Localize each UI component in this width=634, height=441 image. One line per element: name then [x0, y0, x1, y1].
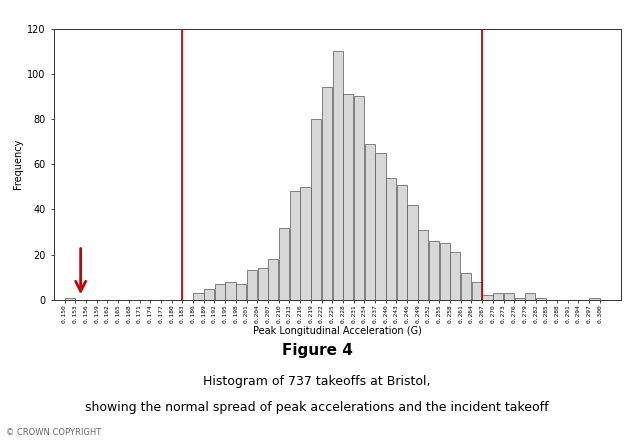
Bar [461, 273, 471, 300]
Bar [65, 298, 75, 300]
Text: © CROWN COPYRIGHT: © CROWN COPYRIGHT [6, 428, 101, 437]
Text: Histogram of 737 takeoffs at Bristol,: Histogram of 737 takeoffs at Bristol, [204, 375, 430, 388]
Bar [354, 97, 364, 300]
Bar [386, 178, 396, 300]
Bar [247, 270, 257, 300]
Bar [493, 293, 503, 300]
Bar [279, 228, 289, 300]
Bar [590, 298, 600, 300]
Bar [525, 293, 535, 300]
Bar [322, 87, 332, 300]
Bar [439, 243, 450, 300]
Bar [332, 51, 343, 300]
Bar [257, 268, 268, 300]
Bar [450, 252, 460, 300]
Bar [515, 298, 525, 300]
Text: Figure 4: Figure 4 [281, 343, 353, 358]
Bar [397, 185, 407, 300]
Y-axis label: Frequency: Frequency [13, 139, 23, 190]
Bar [204, 288, 214, 300]
Bar [343, 94, 353, 300]
Bar [268, 259, 278, 300]
Bar [408, 205, 418, 300]
Bar [375, 153, 385, 300]
Bar [429, 241, 439, 300]
Bar [472, 282, 482, 300]
Bar [311, 119, 321, 300]
Bar [226, 282, 236, 300]
Bar [365, 144, 375, 300]
Text: showing the normal spread of peak accelerations and the incident takeoff: showing the normal spread of peak accele… [85, 401, 549, 415]
Bar [236, 284, 247, 300]
Bar [418, 230, 429, 300]
X-axis label: Peak Longitudinal Acceleration (G): Peak Longitudinal Acceleration (G) [253, 326, 422, 336]
Bar [193, 293, 204, 300]
Bar [290, 191, 300, 300]
Bar [301, 187, 311, 300]
Bar [536, 298, 546, 300]
Bar [504, 293, 514, 300]
Bar [482, 295, 493, 300]
Bar [215, 284, 225, 300]
